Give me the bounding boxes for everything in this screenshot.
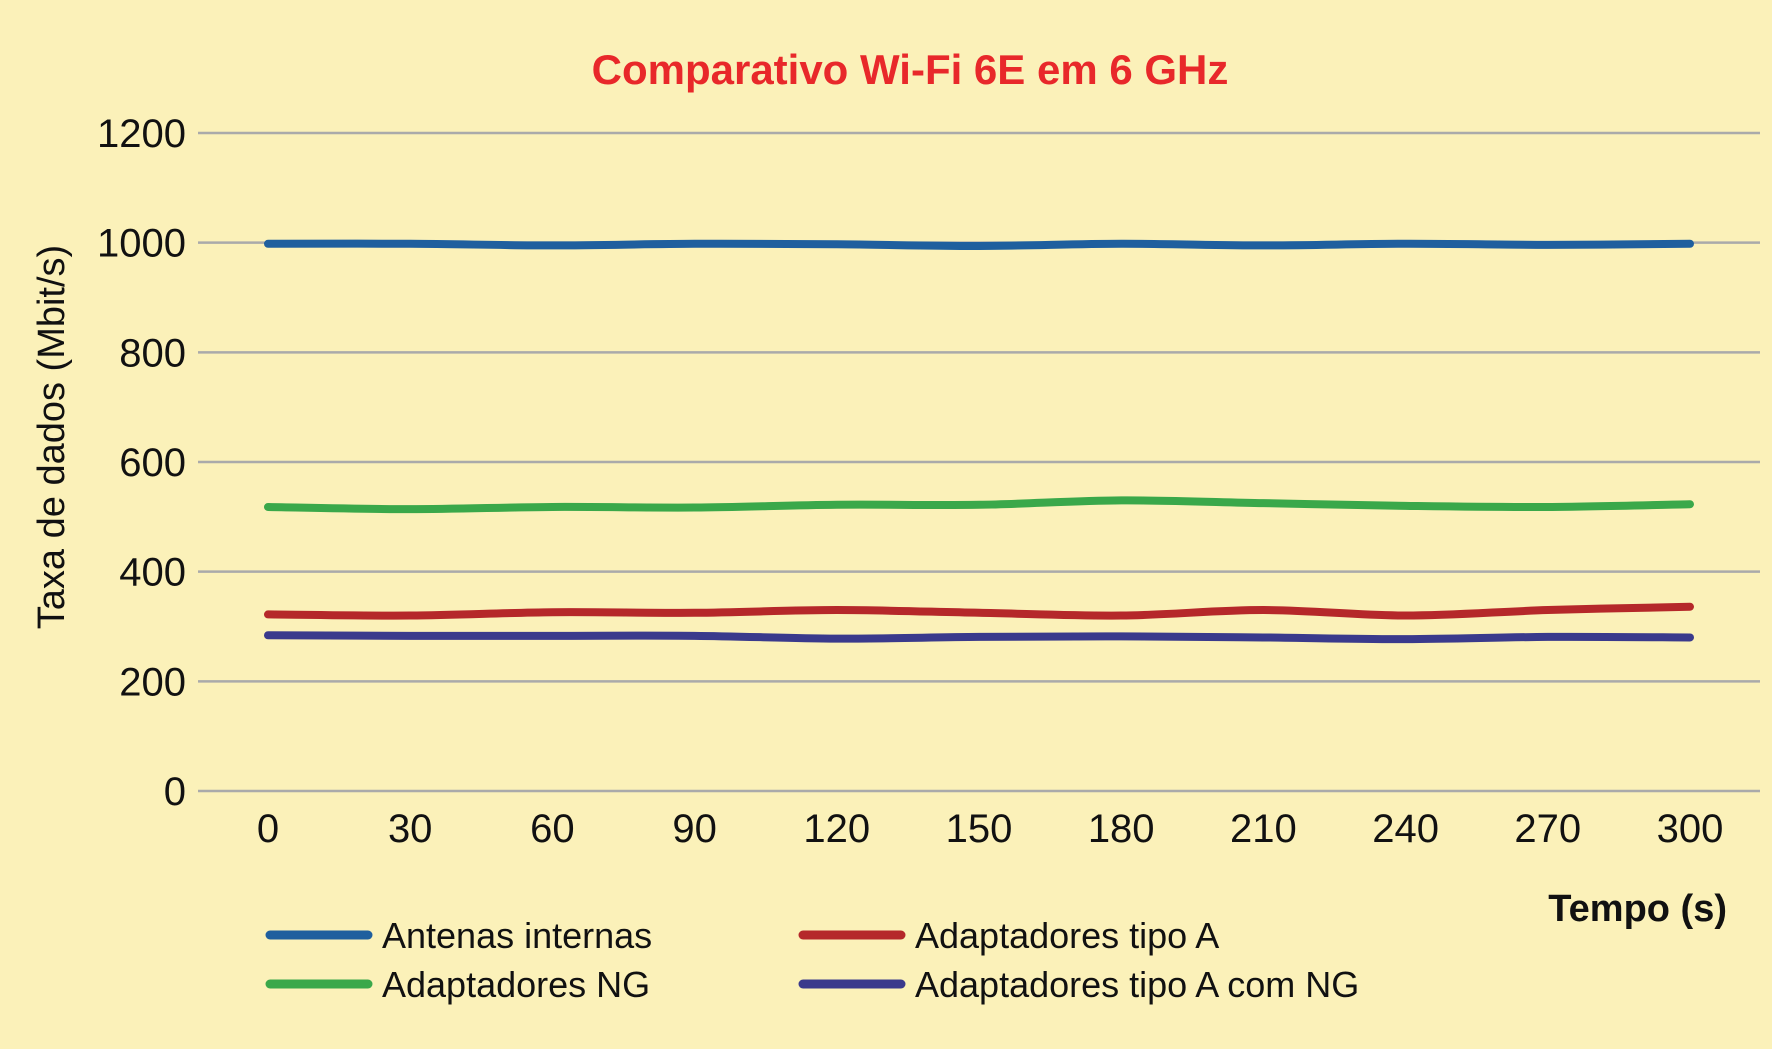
x-axis-ticks: 0 30 60 90 120 150 180 210 240 270 300 bbox=[257, 807, 1724, 851]
series-line bbox=[264, 631, 1694, 644]
x-tick-label: 60 bbox=[530, 807, 575, 851]
legend-label: Adaptadores tipo A bbox=[915, 915, 1219, 956]
y-tick-label: 1200 bbox=[97, 112, 186, 156]
x-tick-label: 0 bbox=[257, 807, 279, 851]
y-axis-ticks: 0 200 400 600 800 1000 1200 bbox=[97, 112, 186, 814]
y-tick-label: 200 bbox=[119, 660, 186, 704]
x-tick-label: 270 bbox=[1514, 807, 1581, 851]
x-tick-label: 120 bbox=[803, 807, 870, 851]
y-tick-label: 1000 bbox=[97, 222, 186, 266]
legend-label: Antenas internas bbox=[382, 915, 652, 956]
x-tick-label: 300 bbox=[1657, 807, 1724, 851]
x-tick-label: 240 bbox=[1372, 807, 1439, 851]
x-tick-label: 30 bbox=[388, 807, 433, 851]
y-tick-label: 800 bbox=[119, 331, 186, 375]
legend-label: Adaptadores tipo A com NG bbox=[915, 964, 1359, 1005]
y-tick-label: 0 bbox=[164, 770, 186, 814]
series-lines bbox=[264, 239, 1694, 644]
chart-title: Comparativo Wi-Fi 6E em 6 GHz bbox=[592, 46, 1229, 93]
x-tick-label: 210 bbox=[1230, 807, 1297, 851]
x-axis-label: Tempo (s) bbox=[1548, 888, 1727, 930]
series-line bbox=[264, 602, 1694, 620]
x-tick-label: 180 bbox=[1088, 807, 1155, 851]
series-line bbox=[264, 239, 1694, 250]
legend-label: Adaptadores NG bbox=[382, 964, 650, 1005]
grid-lines bbox=[198, 131, 1760, 793]
x-tick-label: 90 bbox=[672, 807, 717, 851]
x-tick-label: 150 bbox=[946, 807, 1013, 851]
y-axis-label: Taxa de dados (Mbit/s) bbox=[31, 245, 73, 629]
legend: Antenas internas Adaptadores tipo A Adapta… bbox=[265, 915, 1359, 1005]
y-tick-label: 600 bbox=[119, 441, 186, 485]
y-tick-label: 400 bbox=[119, 551, 186, 595]
